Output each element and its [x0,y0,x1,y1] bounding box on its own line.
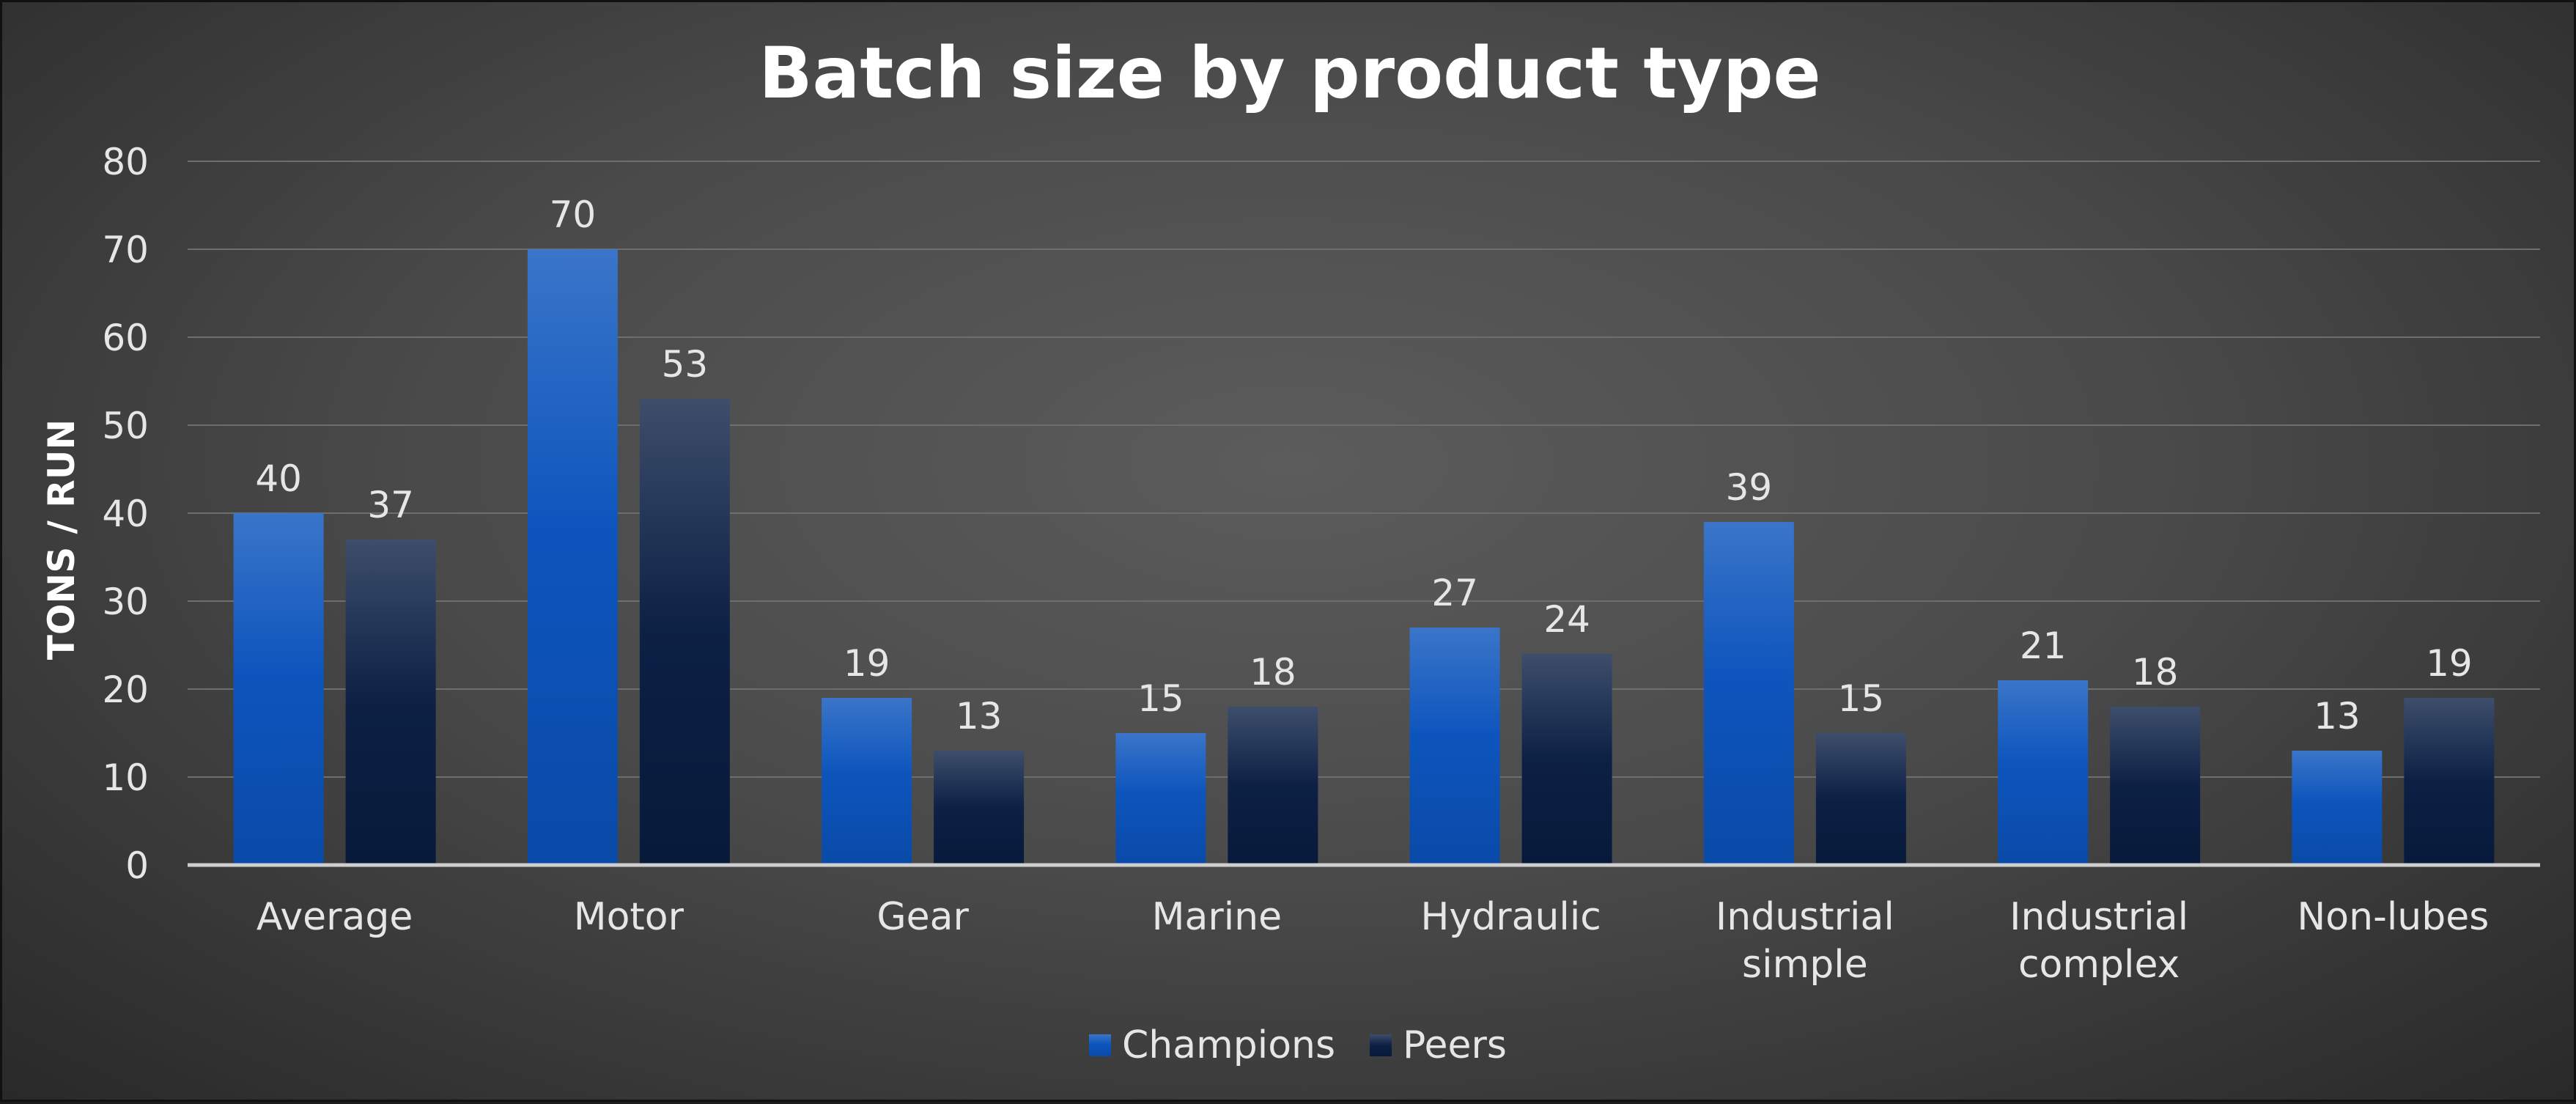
bar-peers [2404,698,2495,865]
data-label: 19 [844,642,890,685]
legend-label-champions: Champions [1122,1023,1335,1067]
x-axis-ticks: Average Motor Gear Marine Hydraulic Industria… [257,895,2489,987]
bar-peers [2110,707,2201,865]
y-tick-label: 40 [102,493,149,535]
x-tick-label: Marine [1152,895,1283,939]
chart-title: Batch size by product type [759,32,1820,114]
bar-peers [934,751,1025,865]
data-label: 15 [1137,677,1184,720]
y-tick-label: 20 [102,669,149,711]
bar-peers [345,540,436,865]
data-label: 13 [956,695,1003,737]
y-tick-label: 50 [102,405,149,447]
x-tick-label: Gear [876,895,969,939]
legend-swatch-champions [1089,1034,1111,1056]
data-label: 37 [367,484,414,526]
bar-peers [1521,654,1612,865]
y-tick-label: 70 [102,229,149,271]
data-label: 70 [550,194,597,236]
bar-champions [1409,628,1500,865]
data-label: 18 [2132,651,2179,693]
bar-champions [527,249,618,865]
x-tick-label: Industrial [2009,895,2188,939]
bar-champions [1998,680,2089,865]
legend-label-peers: Peers [1403,1023,1507,1067]
bar-champions [822,698,912,865]
y-tick-label: 60 [102,317,149,359]
x-tick-label: Industrial [1716,895,1894,939]
y-tick-label: 80 [102,141,149,183]
bar-peers [1228,707,1318,865]
x-tick-label: complex [2018,943,2180,987]
bar-peers [1815,733,1906,865]
x-tick-label: Motor [574,895,684,939]
data-label: 53 [662,343,709,386]
bar-peers [639,399,730,865]
x-tick-label: Average [257,895,413,939]
x-tick-label: simple [1742,943,1868,987]
y-tick-label: 10 [102,757,149,799]
y-tick-label: 30 [102,581,149,623]
data-label: 39 [1726,466,1773,509]
x-tick-label: Hydraulic [1420,895,1601,939]
data-label: 21 [2020,625,2067,667]
bar-champions [2292,751,2383,865]
legend: Champions Peers [1089,1023,1507,1067]
y-axis-label: TONS / RUN [40,419,83,660]
data-label: 13 [2314,695,2361,737]
data-label: 15 [1838,677,1885,720]
data-label: 18 [1250,651,1296,693]
y-tick-label: 0 [125,844,149,887]
x-tick-label: Non-lubes [2297,895,2489,939]
data-label: 19 [2426,642,2473,685]
y-axis-ticks: 0 10 20 30 40 50 60 70 80 [102,141,149,887]
bar-champions [233,513,324,865]
bars [233,249,2495,865]
legend-swatch-peers [1370,1034,1392,1056]
data-label: 24 [1543,598,1590,641]
bar-champions [1115,733,1206,865]
data-labels: 40 37 70 53 19 13 15 18 27 24 39 15 21 18 13 19 [255,194,2472,737]
bar-champions [1703,522,1794,865]
data-label: 27 [1431,572,1478,614]
data-label: 40 [255,457,302,500]
